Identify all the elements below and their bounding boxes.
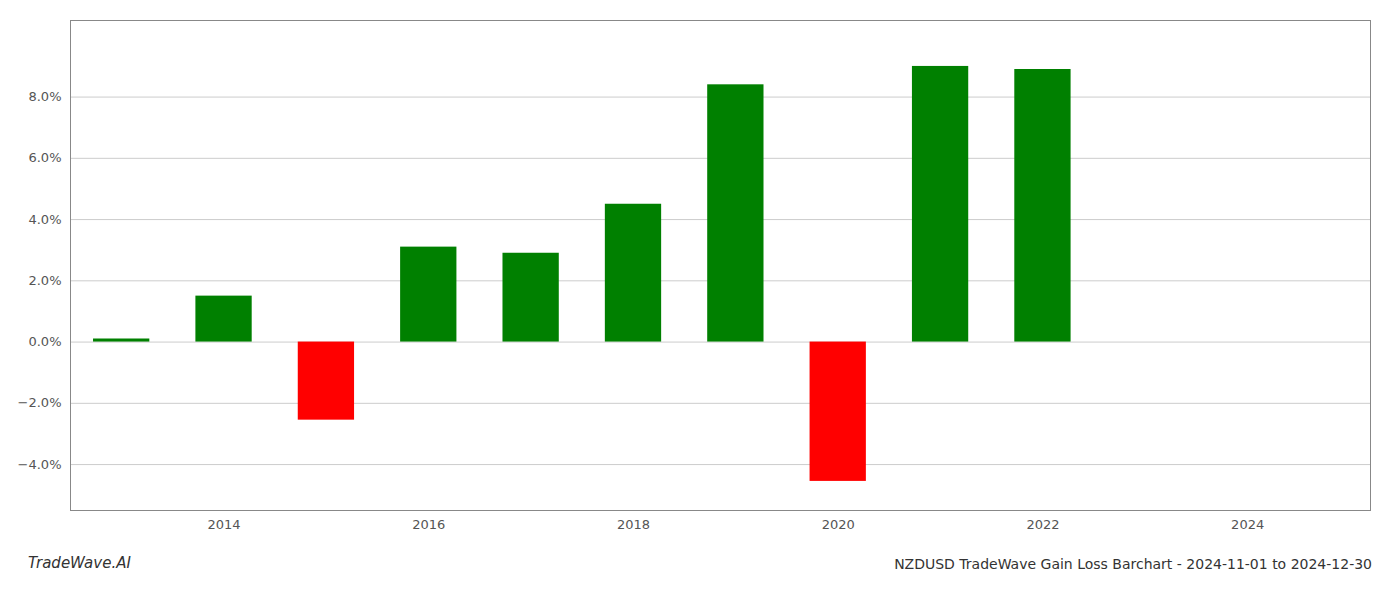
- svg-text:0.0%: 0.0%: [28, 334, 61, 349]
- html-text:NZDUSD TradeWave Gain Loss Bar: NZDUSD TradeWave Gain Loss Barchart - 20…: [894, 556, 1372, 572]
- svg-text:−4.0%: −4.0%: [18, 457, 62, 472]
- svg-text:2016: 2016: [412, 517, 445, 532]
- svg-text:2018: 2018: [617, 517, 650, 532]
- svg-text:2020: 2020: [822, 517, 855, 532]
- html-text:TradeWave.AI: TradeWave.AI: [28, 554, 131, 572]
- svg-text:2022: 2022: [1026, 517, 1059, 532]
- svg-text:2024: 2024: [1231, 517, 1264, 532]
- svg-text:2.0%: 2.0%: [28, 273, 61, 288]
- svg-text:8.0%: 8.0%: [28, 89, 61, 104]
- svg-text:4.0%: 4.0%: [28, 212, 61, 227]
- svg-text:−2.0%: −2.0%: [18, 395, 62, 410]
- svg-text:2014: 2014: [207, 517, 240, 532]
- svg-text:6.0%: 6.0%: [28, 150, 61, 165]
